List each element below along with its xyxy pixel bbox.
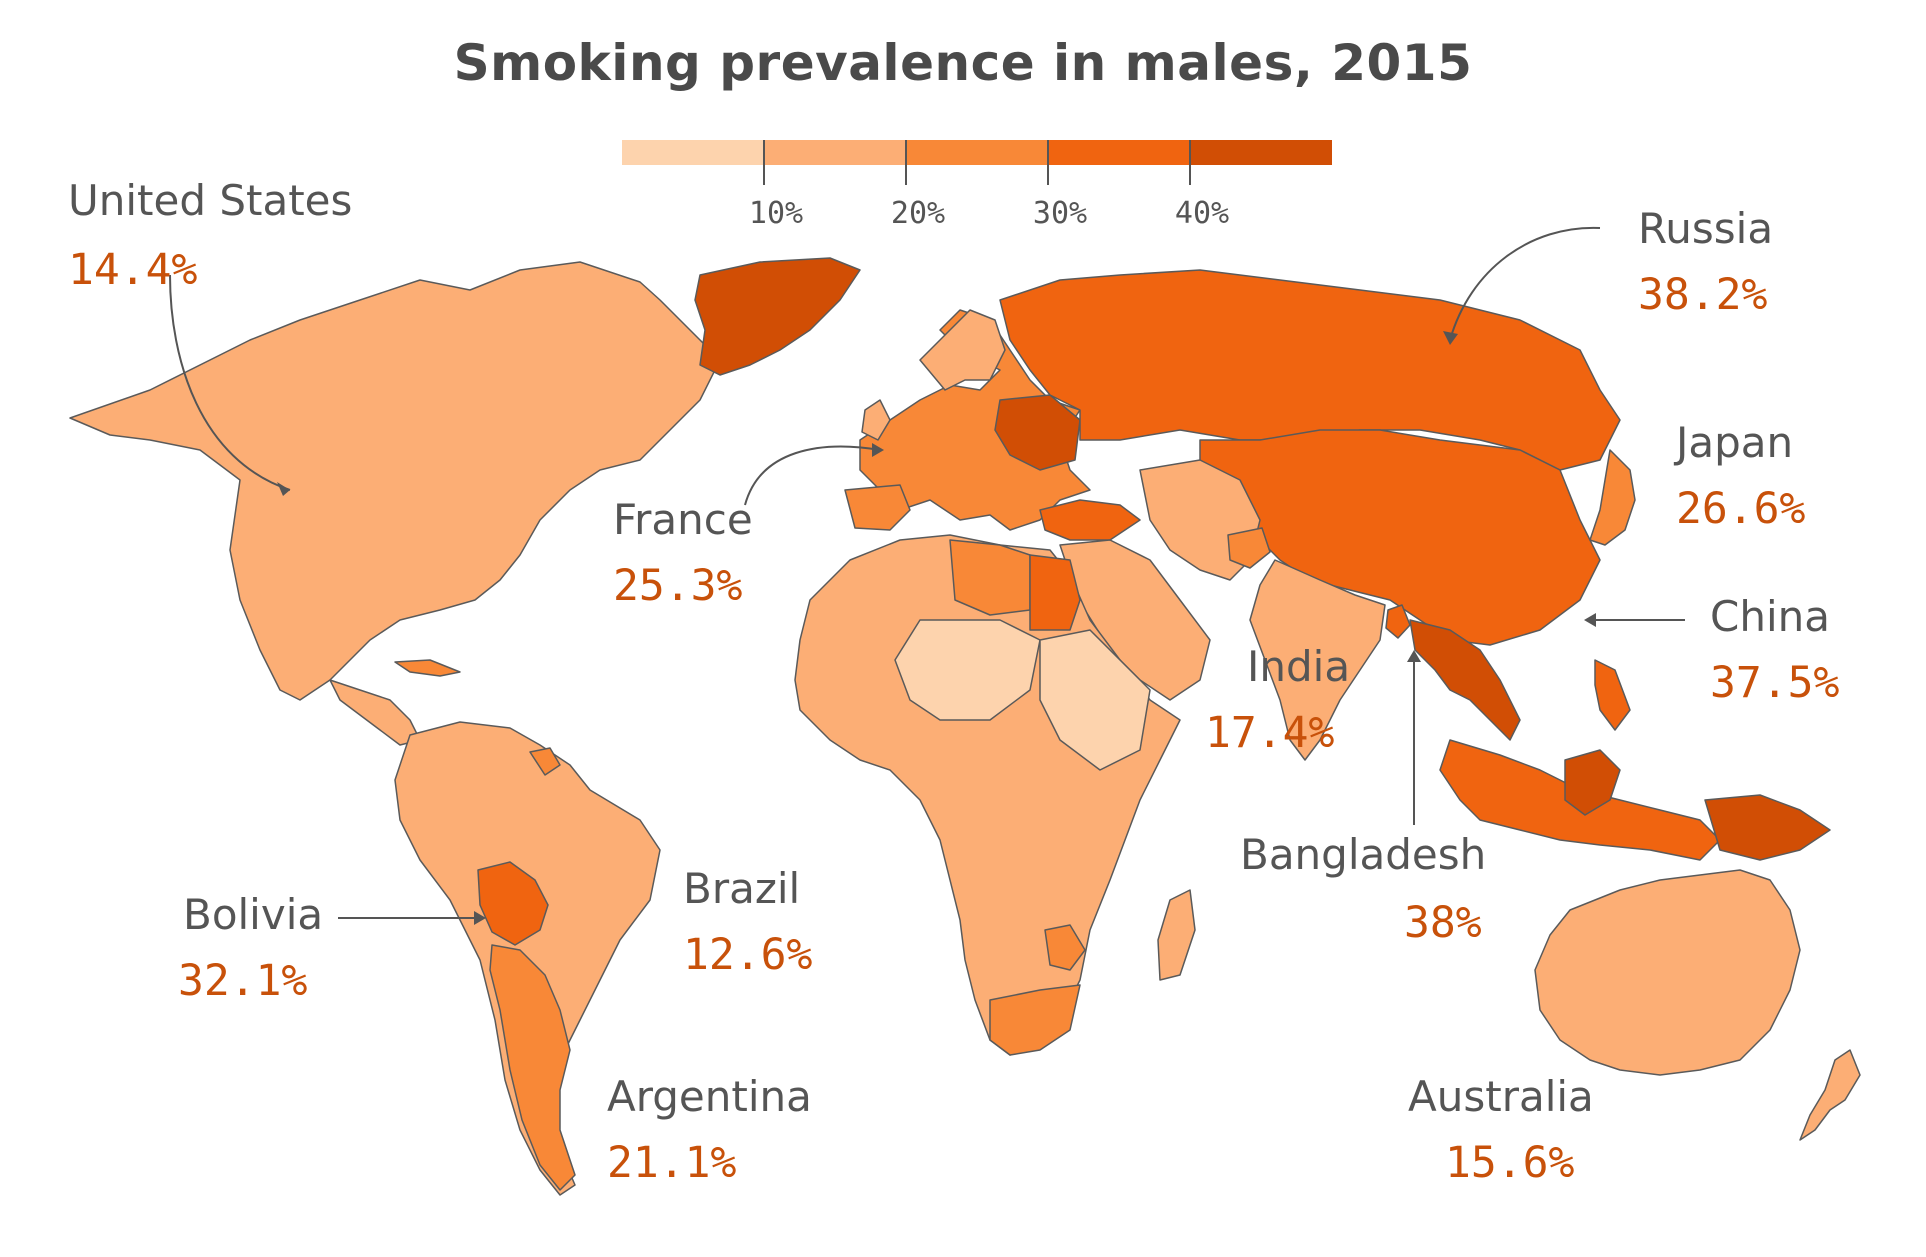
bangladesh-shape xyxy=(1385,604,1411,639)
china-value: 37.5% xyxy=(1710,658,1840,708)
russia-arrowhead xyxy=(1443,331,1458,345)
japan-name: Japan xyxy=(1676,418,1794,467)
india-value: 17.4% xyxy=(1205,708,1335,758)
legend-swatch-5 xyxy=(1190,140,1332,165)
east-africa-shape xyxy=(1039,629,1151,771)
australia-name: Australia xyxy=(1408,1072,1594,1121)
argentina-name: Argentina xyxy=(607,1072,812,1121)
us-value: 14.4% xyxy=(68,245,198,295)
afghanistan-shape xyxy=(1227,527,1271,569)
libya-shape xyxy=(949,539,1031,616)
map-title: Smoking prevalence in males, 2015 xyxy=(453,34,1473,92)
india-shape xyxy=(1249,559,1386,761)
bolivia-name: Bolivia xyxy=(183,890,324,939)
legend-tick xyxy=(1189,140,1191,185)
cuba-shape xyxy=(394,659,461,677)
australia-value: 15.6% xyxy=(1445,1138,1575,1188)
central-africa-shape xyxy=(894,619,1041,721)
us-arrow xyxy=(169,274,291,491)
legend-tick-label: 40% xyxy=(1174,196,1230,231)
argentina-value: 21.1% xyxy=(607,1138,737,1188)
japan-shape xyxy=(1589,449,1636,546)
us-arrowhead xyxy=(277,482,290,496)
legend-swatch-3 xyxy=(906,140,1048,165)
bolivia-arrowhead xyxy=(474,911,486,925)
iberia-shape xyxy=(844,484,911,531)
legend-tick-label: 10% xyxy=(748,196,804,231)
bangladesh-name: Bangladesh xyxy=(1240,830,1487,879)
india-name: India xyxy=(1247,642,1351,691)
france-arrowhead xyxy=(872,443,884,457)
uk-shape xyxy=(861,399,891,441)
suriname-shape xyxy=(529,747,561,776)
egypt-shape xyxy=(1029,554,1081,631)
legend-tick-label: 30% xyxy=(1032,196,1088,231)
eastern-europe-shape xyxy=(994,394,1081,471)
southeast-asia-region xyxy=(1409,619,1521,741)
russia-name: Russia xyxy=(1638,204,1774,253)
france-value: 25.3% xyxy=(613,561,743,611)
zimbabwe-shape xyxy=(1044,924,1086,971)
turkey-shape xyxy=(1039,499,1141,541)
russia-arrow xyxy=(1449,226,1601,341)
china-name: China xyxy=(1710,592,1830,641)
france-name: France xyxy=(613,495,753,544)
greenland-shape xyxy=(694,257,861,376)
argentina-shape xyxy=(489,944,576,1191)
brazil-name: Brazil xyxy=(683,864,801,913)
legend-tick-label: 20% xyxy=(890,196,946,231)
central-america-region xyxy=(329,679,421,746)
japan-value: 26.6% xyxy=(1676,484,1806,534)
borneo-shape xyxy=(1564,749,1621,816)
madagascar-shape xyxy=(1157,889,1196,981)
us-name: United States xyxy=(68,176,353,225)
new-zealand-shape xyxy=(1799,1049,1861,1141)
legend-tick xyxy=(763,140,765,185)
scandinavia-shape xyxy=(919,309,1006,391)
bolivia-shape xyxy=(477,861,549,946)
legend-swatch-2 xyxy=(764,140,906,165)
philippines-shape xyxy=(1594,659,1631,731)
russia-value: 38.2% xyxy=(1638,270,1768,320)
legend-swatch-1 xyxy=(622,140,764,165)
legend-tick xyxy=(1047,140,1049,185)
legend-tick xyxy=(905,140,907,185)
bangladesh-value: 38% xyxy=(1404,898,1482,948)
australia-shape xyxy=(1534,869,1801,1076)
bangladesh-arrowhead xyxy=(1407,650,1421,662)
bolivia-value: 32.1% xyxy=(178,956,308,1006)
brazil-value: 12.6% xyxy=(683,930,813,980)
china-arrowhead xyxy=(1584,613,1596,627)
south-africa-shape xyxy=(989,984,1081,1056)
legend-swatch-4 xyxy=(1048,140,1190,165)
north-america-region xyxy=(69,261,721,701)
papua-shape xyxy=(1704,794,1831,861)
france-arrow xyxy=(744,445,881,506)
